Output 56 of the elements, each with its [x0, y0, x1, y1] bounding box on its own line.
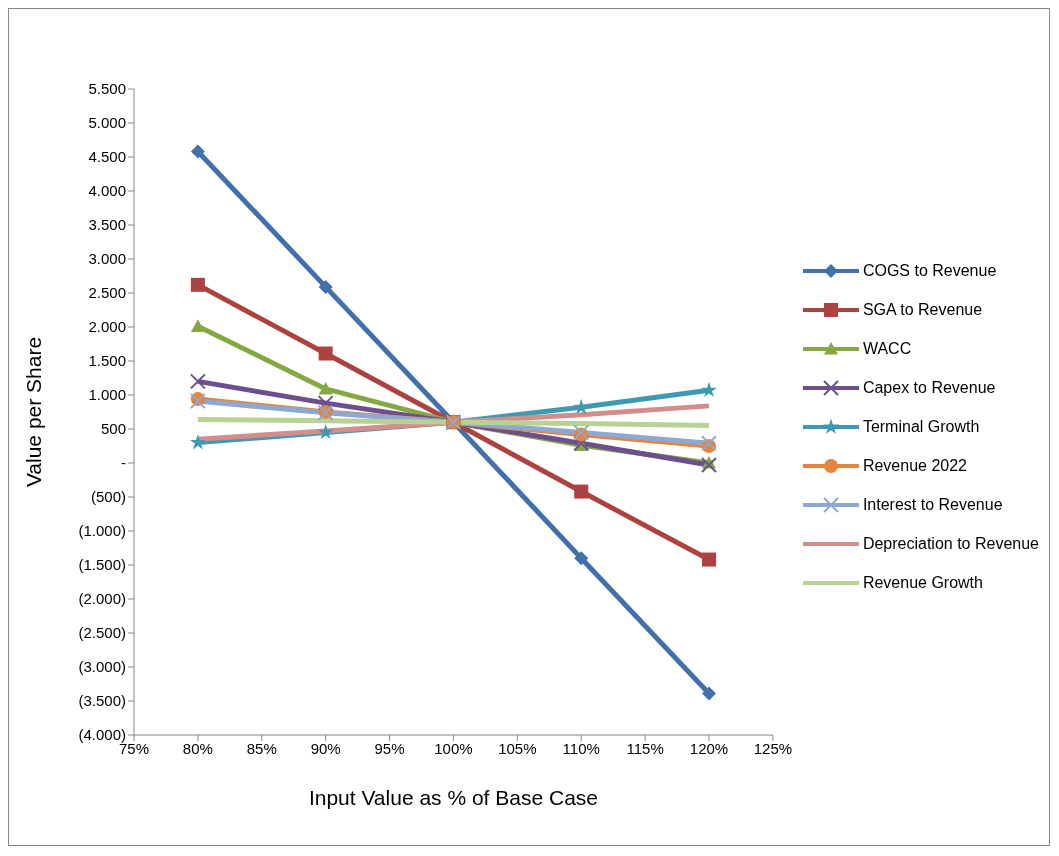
y-tick-label: 3.000: [88, 250, 126, 268]
legend-label: Revenue Growth: [862, 574, 983, 592]
x-tick-label: 85%: [246, 739, 277, 757]
x-tick-label: 120%: [689, 739, 729, 757]
point: [190, 319, 205, 332]
y-tick-label: (1.000): [78, 522, 126, 540]
point: [317, 424, 334, 440]
point: [701, 381, 717, 398]
x-tick-label: 80%: [182, 739, 213, 757]
legend-label: SGA to Revenue: [862, 301, 983, 319]
y-tick-label: (3.000): [78, 658, 126, 676]
y-tick-label: 2.000: [88, 318, 126, 336]
x-tick-label: 110%: [562, 739, 600, 757]
y-tick-label: 4.500: [88, 148, 126, 166]
y-tick-label: 500: [100, 420, 126, 438]
legend-label: Revenue 2022: [862, 457, 967, 475]
y-tick-label: 1.500: [88, 352, 126, 370]
legend-label: Depreciation to Revenue: [862, 535, 1039, 553]
point: [701, 457, 717, 474]
x-tick-label: 100%: [434, 739, 473, 757]
point: [574, 484, 589, 499]
x-tick-label: 90%: [310, 739, 341, 757]
point: [702, 552, 716, 567]
point: [318, 346, 333, 361]
point: [190, 144, 205, 159]
y-tick-label: (3.500): [78, 692, 126, 710]
legend-label: Terminal Growth: [862, 418, 980, 436]
point: [189, 373, 206, 390]
x-tick-label: 125%: [753, 739, 793, 757]
y-tick-label: (2.000): [78, 590, 126, 608]
y-tick-label: 2.500: [88, 284, 126, 302]
point: [318, 381, 333, 395]
x-axis-title: Input Value as % of Base Case: [308, 786, 599, 809]
legend-label: Interest to Revenue: [862, 496, 1003, 514]
y-tick-label: (1.500): [78, 556, 126, 574]
y-tick-label: 3.500: [88, 216, 126, 234]
y-axis-title: Value per Share: [22, 336, 46, 488]
legend-label: WACC: [862, 340, 912, 358]
y-tick-label: 4.000: [88, 182, 126, 200]
x-tick-label: 105%: [498, 739, 537, 757]
x-tick-label: 115%: [626, 739, 664, 757]
y-tick-label: -: [121, 454, 126, 472]
point: [190, 277, 205, 292]
legend-label: Capex to Revenue: [862, 379, 996, 397]
y-tick-label: 5.500: [88, 80, 126, 98]
point: [318, 279, 333, 294]
point: [702, 686, 716, 701]
legend-label: COGS to Revenue: [862, 262, 997, 280]
y-tick-label: (500): [90, 488, 126, 506]
point: [189, 434, 206, 450]
y-tick-label: (2.500): [78, 624, 126, 642]
y-tick-label: 1.000: [88, 386, 126, 404]
point: [701, 435, 717, 452]
point: [574, 551, 589, 566]
x-tick-label: 95%: [374, 739, 405, 757]
y-tick-label: 5.000: [88, 114, 126, 132]
